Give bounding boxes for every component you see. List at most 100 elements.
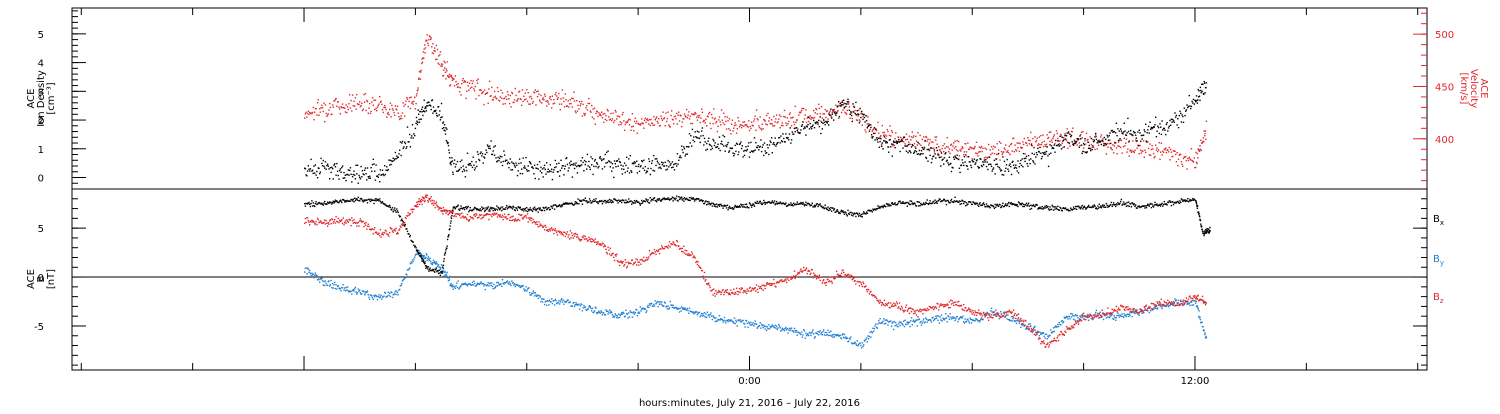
by-point bbox=[826, 332, 827, 333]
by-point bbox=[1070, 313, 1071, 314]
density-point bbox=[994, 173, 995, 174]
density-point bbox=[749, 156, 750, 157]
by-point bbox=[432, 262, 433, 263]
density-point bbox=[338, 178, 339, 179]
velocity-point bbox=[882, 125, 883, 126]
density-point bbox=[355, 178, 356, 179]
velocity-point bbox=[1204, 135, 1205, 136]
bz-point bbox=[646, 257, 647, 258]
velocity-point bbox=[932, 142, 933, 143]
bz-point bbox=[736, 288, 737, 289]
density-point bbox=[482, 153, 483, 154]
velocity-point bbox=[1126, 151, 1127, 152]
density-point bbox=[1082, 153, 1083, 154]
by-point bbox=[757, 328, 758, 329]
density-point bbox=[1166, 124, 1167, 125]
velocity-point bbox=[1142, 150, 1143, 151]
density-point bbox=[1033, 162, 1034, 163]
density-point bbox=[448, 149, 449, 150]
velocity-point bbox=[319, 108, 320, 109]
bz-point bbox=[859, 285, 860, 286]
by-point bbox=[456, 282, 457, 283]
density-point bbox=[888, 152, 889, 153]
by-point bbox=[920, 321, 921, 322]
bz-point bbox=[889, 307, 890, 308]
velocity-point bbox=[552, 96, 553, 97]
bz-point bbox=[917, 316, 918, 317]
by-point bbox=[950, 316, 951, 317]
bz-point bbox=[378, 232, 379, 233]
by-point bbox=[719, 315, 720, 316]
density-point bbox=[838, 101, 839, 102]
by-point bbox=[372, 297, 373, 298]
density-point bbox=[797, 130, 798, 131]
density-point bbox=[1069, 134, 1070, 135]
velocity-point bbox=[604, 113, 605, 114]
velocity-point bbox=[967, 156, 968, 157]
bz-point bbox=[709, 285, 710, 286]
bz-point bbox=[609, 253, 610, 254]
by-point bbox=[611, 312, 612, 313]
density-point bbox=[889, 139, 890, 140]
velocity-point bbox=[884, 134, 885, 135]
density-point bbox=[948, 164, 949, 165]
velocity-point bbox=[1084, 151, 1085, 152]
density-point bbox=[967, 166, 968, 167]
bz-point bbox=[821, 277, 822, 278]
bz-point bbox=[530, 217, 531, 218]
by-point bbox=[552, 303, 553, 304]
by-point bbox=[450, 283, 451, 284]
by-point bbox=[1000, 311, 1001, 312]
velocity-point bbox=[1124, 138, 1125, 139]
density-point bbox=[453, 174, 454, 175]
bz-point bbox=[579, 239, 580, 240]
by-point bbox=[429, 258, 430, 259]
velocity-point bbox=[528, 92, 529, 93]
velocity-point bbox=[1121, 152, 1122, 153]
velocity-point bbox=[345, 111, 346, 112]
by-point bbox=[346, 289, 347, 290]
density-point bbox=[1196, 95, 1197, 96]
density-point bbox=[444, 130, 445, 131]
bz-point bbox=[399, 228, 400, 229]
by-point bbox=[1174, 298, 1175, 299]
by-point bbox=[778, 324, 779, 325]
velocity-point bbox=[1024, 153, 1025, 154]
by-point bbox=[831, 336, 832, 337]
by-point bbox=[946, 317, 947, 318]
density-point bbox=[605, 154, 606, 155]
by-point bbox=[904, 320, 905, 321]
velocity-point bbox=[732, 120, 733, 121]
by-point bbox=[449, 276, 450, 277]
density-point bbox=[857, 110, 858, 111]
by-point bbox=[378, 296, 379, 297]
by-point bbox=[927, 322, 928, 323]
velocity-point bbox=[365, 110, 366, 111]
velocity-point bbox=[648, 123, 649, 124]
bz-point bbox=[849, 277, 850, 278]
velocity-point bbox=[389, 109, 390, 110]
bz-point bbox=[591, 241, 592, 242]
velocity-point bbox=[673, 123, 674, 124]
by-point bbox=[563, 300, 564, 301]
velocity-point bbox=[757, 119, 758, 120]
velocity-point bbox=[727, 120, 728, 121]
velocity-point bbox=[754, 118, 755, 119]
velocity-point bbox=[1039, 136, 1040, 137]
velocity-point bbox=[947, 146, 948, 147]
velocity-point bbox=[1048, 137, 1049, 138]
velocity-point bbox=[353, 105, 354, 106]
density-point bbox=[1104, 143, 1105, 144]
density-point bbox=[793, 134, 794, 135]
velocity-point bbox=[470, 87, 471, 88]
velocity-point bbox=[346, 112, 347, 113]
velocity-point bbox=[662, 120, 663, 121]
bz-point bbox=[692, 257, 693, 258]
density-point bbox=[477, 151, 478, 152]
by-point bbox=[871, 331, 872, 332]
density-point bbox=[922, 153, 923, 154]
velocity-point bbox=[991, 146, 992, 147]
velocity-tick-label: 400 bbox=[1435, 135, 1454, 146]
density-point bbox=[859, 108, 860, 109]
